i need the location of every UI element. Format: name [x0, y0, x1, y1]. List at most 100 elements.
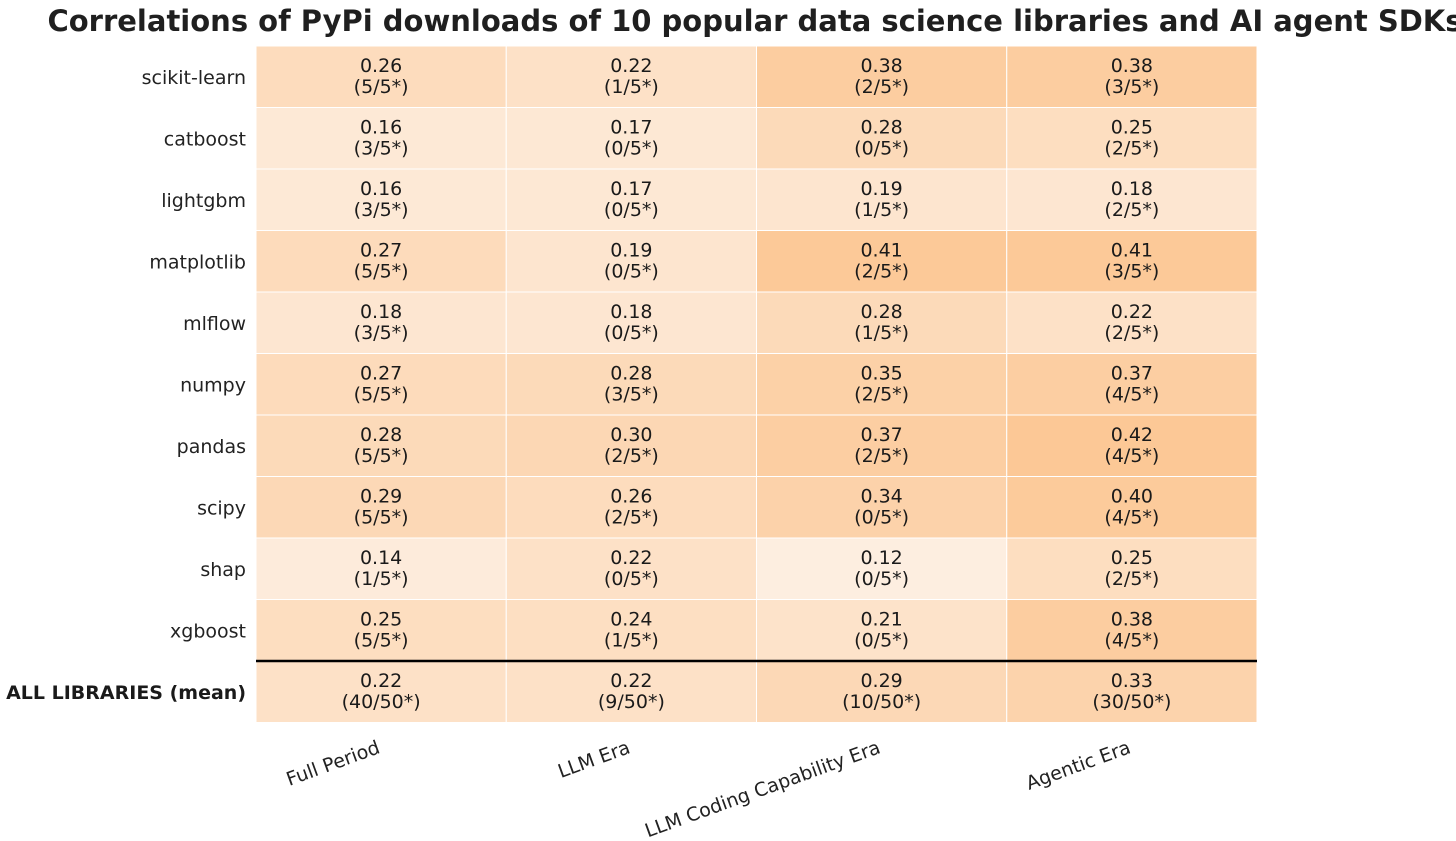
cell-significance-label: (1/5*): [854, 199, 909, 221]
cell-value-label: 0.37: [1111, 363, 1153, 385]
heatmap-cell: [1006, 45, 1258, 108]
cell-significance-label: (0/5*): [604, 568, 659, 590]
cell-value-label: 0.26: [610, 486, 652, 508]
cell-significance-label: (0/5*): [604, 199, 659, 221]
row-label: lightgbm: [161, 190, 246, 212]
cell-significance-label: (30/50*): [1092, 691, 1171, 713]
row-label: matplotlib: [149, 251, 246, 273]
heatmap-cell: [255, 291, 507, 354]
heatmap-cell: [255, 599, 507, 662]
cell-significance-label: (40/50*): [342, 691, 421, 713]
cell-value-label: 0.34: [860, 486, 902, 508]
heatmap-cell: [505, 45, 757, 108]
cell-significance-label: (5/5*): [354, 445, 409, 467]
cell-value-label: 0.21: [860, 609, 902, 631]
cell-significance-label: (2/5*): [604, 445, 659, 467]
cell-significance-label: (10/50*): [842, 691, 921, 713]
cell-significance-label: (0/5*): [854, 507, 909, 529]
cell-value-label: 0.33: [1111, 670, 1153, 692]
row-label: scikit-learn: [142, 67, 246, 89]
heatmap-cell: [1006, 537, 1258, 600]
cell-value-label: 0.17: [610, 117, 652, 139]
heatmap-cell: [505, 107, 757, 170]
heatmap-cell: [505, 230, 757, 293]
heatmap-cell: [255, 353, 507, 416]
heatmap-cell: [1006, 291, 1258, 354]
cell-value-label: 0.38: [860, 55, 902, 77]
summary-row-label: ALL LIBRARIES (mean): [6, 682, 246, 704]
cell-value-label: 0.12: [860, 547, 902, 569]
cell-significance-label: (4/5*): [1104, 507, 1159, 529]
row-label: mlflow: [183, 313, 246, 335]
cell-significance-label: (2/5*): [854, 445, 909, 467]
row-label: xgboost: [170, 620, 246, 642]
cell-significance-label: (0/5*): [604, 261, 659, 283]
cell-value-label: 0.19: [860, 178, 902, 200]
row-labels: scikit-learn catboost lightgbm matplotlib ml…: [6, 67, 246, 704]
cell-value-label: 0.41: [1111, 240, 1153, 262]
heatmap-cell: [505, 353, 757, 416]
cell-value-label: 0.22: [1111, 301, 1153, 323]
cell-significance-label: (9/50*): [598, 691, 665, 713]
cell-significance-label: (2/5*): [1104, 568, 1159, 590]
cell-significance-label: (1/5*): [854, 322, 909, 344]
column-labels: Full Period LLM Era LLM Coding Capability …: [283, 737, 1133, 841]
cell-value-label: 0.25: [360, 609, 402, 631]
cell-value-label: 0.18: [360, 301, 402, 323]
cell-significance-label: (4/5*): [1104, 384, 1159, 406]
heatmap-cell: [1006, 414, 1258, 477]
cell-value-label: 0.27: [360, 363, 402, 385]
cell-significance-label: (0/5*): [854, 138, 909, 160]
row-label: numpy: [180, 374, 246, 396]
cell-value-label: 0.18: [610, 301, 652, 323]
row-label: catboost: [164, 128, 246, 150]
cell-significance-label: (2/5*): [854, 384, 909, 406]
summary-cell: [255, 660, 507, 723]
cell-value-label: 0.22: [610, 55, 652, 77]
heatmap-cell: [255, 414, 507, 477]
cell-significance-label: (1/5*): [354, 568, 409, 590]
heatmap-cell: [756, 599, 1008, 662]
cell-value-label: 0.25: [1111, 547, 1153, 569]
cell-value-label: 0.16: [360, 117, 402, 139]
cell-value-label: 0.35: [860, 363, 902, 385]
cell-value-label: 0.38: [1111, 55, 1153, 77]
cell-significance-label: (2/5*): [604, 507, 659, 529]
cell-significance-label: (5/5*): [354, 76, 409, 98]
cell-value-label: 0.28: [860, 117, 902, 139]
cell-value-label: 0.37: [860, 424, 902, 446]
cell-significance-label: (3/5*): [1104, 261, 1159, 283]
heatmap-cell: [505, 599, 757, 662]
cell-value-label: 0.19: [610, 240, 652, 262]
cell-value-label: 0.24: [610, 609, 652, 631]
cell-value-label: 0.29: [360, 486, 402, 508]
cell-significance-label: (1/5*): [604, 630, 659, 652]
cell-value-label: 0.16: [360, 178, 402, 200]
heatmap-cell: [255, 45, 507, 108]
column-label: LLM Coding Capability Era: [642, 737, 883, 841]
cell-significance-label: (3/5*): [1104, 76, 1159, 98]
heatmap-cell: [756, 476, 1008, 539]
heatmap-cell: [756, 353, 1008, 416]
chart-title: Correlations of PyPi downloads of 10 pop…: [47, 4, 1456, 38]
heatmap-cell: [255, 107, 507, 170]
cell-significance-label: (3/5*): [354, 199, 409, 221]
heatmap-cell: [505, 168, 757, 231]
cell-value-label: 0.17: [610, 178, 652, 200]
cell-value-label: 0.22: [360, 670, 402, 692]
cell-significance-label: (1/5*): [604, 76, 659, 98]
cell-value-label: 0.22: [610, 670, 652, 692]
cell-significance-label: (2/5*): [1104, 138, 1159, 160]
cell-value-label: 0.38: [1111, 609, 1153, 631]
cell-value-label: 0.22: [610, 547, 652, 569]
cell-value-label: 0.28: [610, 363, 652, 385]
heatmap-cell: [756, 45, 1008, 108]
heatmap-cell: [756, 414, 1008, 477]
cell-significance-label: (2/5*): [1104, 322, 1159, 344]
cell-significance-label: (5/5*): [354, 630, 409, 652]
cell-significance-label: (5/5*): [354, 507, 409, 529]
cell-value-label: 0.26: [360, 55, 402, 77]
cell-significance-label: (0/5*): [854, 630, 909, 652]
heatmap-cell: [1006, 230, 1258, 293]
